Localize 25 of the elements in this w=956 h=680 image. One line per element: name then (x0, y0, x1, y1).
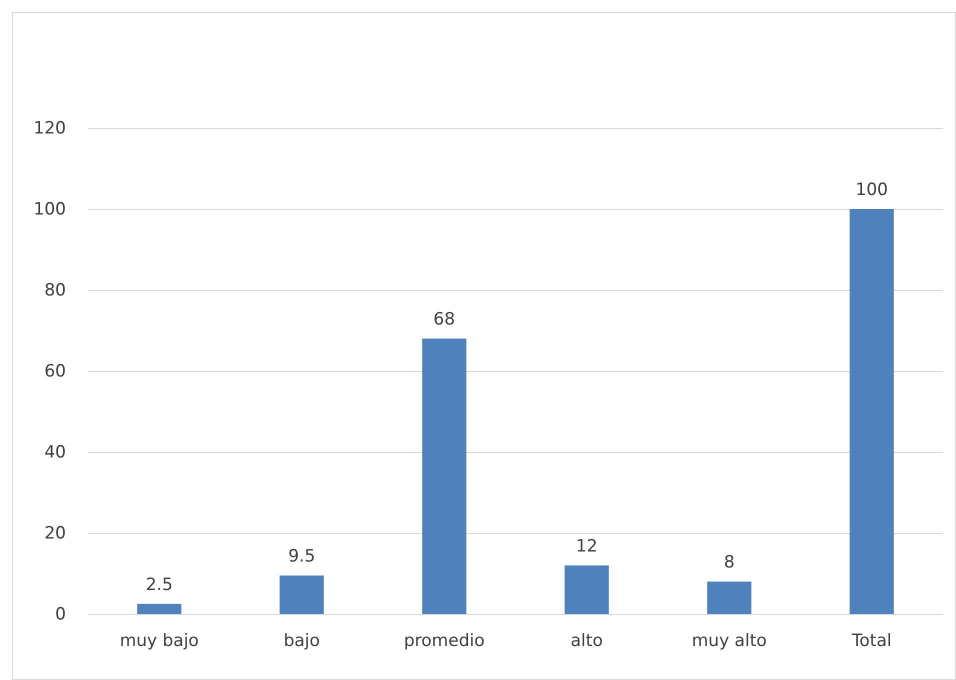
data-label: 2.5 (146, 574, 173, 595)
bar (850, 209, 894, 614)
bar (707, 582, 752, 614)
x-tick-label: bajo (284, 631, 320, 652)
y-tick-label: 100 (34, 199, 66, 220)
y-tick-label: 40 (44, 442, 66, 462)
y-tick-label: 20 (44, 523, 66, 544)
data-label: 8 (724, 552, 735, 573)
data-label: 9.5 (288, 546, 316, 567)
bar (422, 338, 466, 614)
data-label: 12 (576, 536, 598, 556)
bar (280, 576, 324, 614)
x-tick-label: promedio (404, 631, 485, 652)
bar (564, 565, 609, 614)
y-tick-label: 120 (34, 118, 66, 138)
bar (137, 604, 182, 614)
x-tick-label: alto (570, 631, 603, 652)
y-tick-label: 0 (55, 604, 66, 624)
x-tick-label: Total (850, 631, 892, 652)
data-label: 68 (433, 310, 456, 330)
x-tick-label: muy alto (692, 631, 767, 652)
y-tick-label: 60 (44, 361, 66, 382)
x-tick-label: muy bajo (120, 631, 199, 652)
data-label: 100 (856, 180, 888, 200)
y-tick-label: 80 (44, 280, 66, 300)
